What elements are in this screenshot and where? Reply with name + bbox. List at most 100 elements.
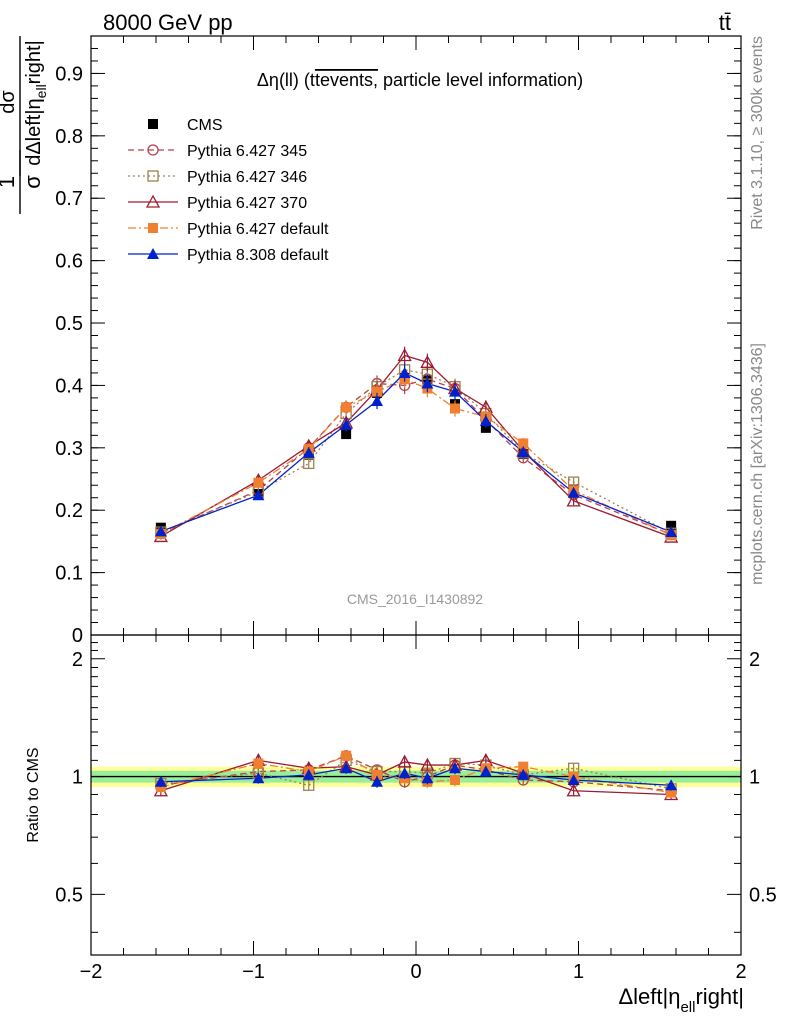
legend-label-pythia-8-308-default: Pythia 8.308 default xyxy=(187,247,329,264)
analysis-label: CMS_2016_I1430892 xyxy=(347,591,483,607)
y-axis-label-sigma: σ xyxy=(20,175,45,189)
legend-label-pythia-6-427-default: Pythia 6.427 default xyxy=(187,221,329,238)
chart-title-overline: tevents, xyxy=(315,70,378,90)
ratio-y-tick-label-right: 2 xyxy=(749,649,760,671)
axes-frames xyxy=(90,35,742,956)
ratio-point-pythia-8-308-default xyxy=(517,768,530,780)
x-tick-label: 0 xyxy=(410,961,421,983)
y-tick-label: 0.5 xyxy=(55,313,83,335)
data-point-pythia-6-427-default xyxy=(253,477,264,488)
ratio-point-pythia-6-427-default xyxy=(518,761,529,772)
ratio-y-tick-label-right: 0.5 xyxy=(749,884,777,906)
ratio-point-pythia-6-427-346 xyxy=(303,779,315,791)
ratio-point-pythia-8-308-default xyxy=(398,767,411,779)
ratio-line-pythia-6-427-default xyxy=(160,755,672,794)
ratio-point-pythia-6-427-370 xyxy=(397,754,412,768)
y-tick-label: 0.7 xyxy=(55,188,83,210)
data-point-pythia-6-427-370 xyxy=(566,493,581,507)
series-line-pythia-8-308-default xyxy=(160,372,672,533)
legend-label-pythia-6-427-345: Pythia 6.427 345 xyxy=(187,143,307,160)
y-axis-label: 1 σ dσ dΔleft|ηellright| xyxy=(0,36,49,214)
y-tick-label: 0.1 xyxy=(55,563,83,585)
data-point-pythia-8-308-default xyxy=(371,395,383,407)
x-axis-label-tail: right| xyxy=(695,984,744,1009)
legend-marker-cms xyxy=(148,119,158,129)
chart-title-tail: particle level information) xyxy=(378,70,583,90)
ratio-point-pythia-8-308-default xyxy=(340,762,353,774)
ratio-line-pythia-8-308-default xyxy=(160,767,672,786)
ratio-point-pythia-6-427-default xyxy=(450,774,460,785)
chart-title: Δη(ll) (ttevents, particle level informa… xyxy=(257,70,583,90)
legend-marker-pythia-6-427-345 xyxy=(147,144,159,156)
energy-label: 8000 GeV pp xyxy=(103,10,233,35)
data-point-pythia-8-308-default xyxy=(340,418,353,430)
data-point-pythia-6-427-default xyxy=(372,386,382,397)
ratio-point-pythia-6-427-default xyxy=(341,750,352,761)
y-axis-label-den-sub: ell xyxy=(33,84,49,98)
ratio-point-pythia-6-427-default xyxy=(666,787,677,798)
data-point-pythia-8-308-default xyxy=(665,526,678,538)
legend-marker-pythia-6-427-370 xyxy=(145,194,161,208)
ratio-y-axis-label: Ratio to CMS xyxy=(25,747,42,842)
ratio-point-pythia-6-427-370 xyxy=(420,757,435,771)
ratio-point-pythia-6-427-default xyxy=(253,758,264,769)
x-axis-label: Δleft|ηellright| xyxy=(618,984,744,1016)
ratio-point-pythia-6-427-default xyxy=(372,769,382,780)
series-line-pythia-6-427-default xyxy=(160,378,672,536)
ratio-frame xyxy=(90,634,742,956)
ratio-point-pythia-8-308-default xyxy=(479,765,492,777)
data-point-pythia-8-308-default xyxy=(567,486,580,498)
y-axis-label-denominator: dΔleft|ηellright| xyxy=(23,40,49,166)
legend-marker-pythia-6-427-346 xyxy=(147,170,159,182)
y-tick-label: 0.3 xyxy=(55,438,83,460)
x-tick-label: 2 xyxy=(735,961,746,983)
data-point-cms xyxy=(666,520,677,531)
ratio-point-pythia-8-308-default xyxy=(302,768,315,780)
ratio-line-pythia-6-427-345 xyxy=(160,755,672,792)
rivet-label: Rivet 3.1.10, ≥ 300k events xyxy=(749,36,766,230)
legend-label-pythia-6-427-370: Pythia 6.427 370 xyxy=(187,195,307,212)
data-point-pythia-8-308-default xyxy=(421,377,434,389)
y-axis-label-dsigma: dσ xyxy=(0,90,19,114)
tick-labels: 0 0.1 0.2 0.3 0.4 0.5 0.6 0.7 0.8 0.9 0.5 0.5 1 1 2 2 −2… xyxy=(55,63,777,983)
data-point-pythia-6-427-370 xyxy=(397,348,412,362)
y-axis-label-den-tail: right| xyxy=(23,40,45,84)
ratio-point-pythia-8-308-default xyxy=(371,775,383,787)
y-tick-label: 0.8 xyxy=(55,126,83,148)
mcplots-label: mcplots.cern.ch [arXiv:1306.3436] xyxy=(749,343,766,585)
data-point-pythia-8-308-default xyxy=(479,414,492,426)
ratio-point-pythia-8-308-default xyxy=(252,772,265,784)
ratio-y-tick-label: 2 xyxy=(72,649,83,671)
ratio-point-pythia-8-308-default xyxy=(449,762,461,774)
legend-label-cms: CMS xyxy=(187,117,223,134)
series-lines xyxy=(160,354,672,796)
data-point-pythia-8-308-default xyxy=(252,489,265,501)
ratio-point-pythia-8-308-default xyxy=(154,775,167,787)
series-line-pythia-6-427-345 xyxy=(160,378,672,536)
data-point-pythia-8-308-default xyxy=(517,446,530,458)
data-point-cms xyxy=(341,429,352,440)
y-tick-label: 0.9 xyxy=(55,63,83,85)
legend-marker-pythia-6-427-default xyxy=(148,223,158,233)
ratio-point-pythia-6-427-default xyxy=(155,782,166,793)
ratio-y-tick-label: 0.5 xyxy=(55,884,83,906)
y-tick-label: 0.2 xyxy=(55,500,83,522)
data-point-pythia-8-308-default xyxy=(154,525,167,537)
x-tick-label: 1 xyxy=(573,961,584,983)
ratio-point-pythia-8-308-default xyxy=(567,773,580,785)
ratio-point-pythia-8-308-default xyxy=(421,772,434,784)
y-tick-label: 0 xyxy=(72,625,83,647)
data-point-pythia-8-308-default xyxy=(398,366,411,378)
y-tick-label: 0.4 xyxy=(55,375,83,397)
data-point-pythia-6-427-default xyxy=(341,402,352,413)
data-point-pythia-6-427-default xyxy=(450,403,460,414)
x-axis-label-sub: ell xyxy=(680,999,695,1016)
data-point-pythia-8-308-default xyxy=(302,446,315,458)
ratio-y-tick-label: 1 xyxy=(72,767,83,789)
legend-label-pythia-6-427-346: Pythia 6.427 346 xyxy=(187,169,307,186)
y-tick-label: 0.6 xyxy=(55,251,83,273)
y-axis-label-one: 1 xyxy=(0,176,19,188)
x-tick-label: −2 xyxy=(80,961,103,983)
ratio-point-pythia-8-308-default xyxy=(665,779,678,791)
